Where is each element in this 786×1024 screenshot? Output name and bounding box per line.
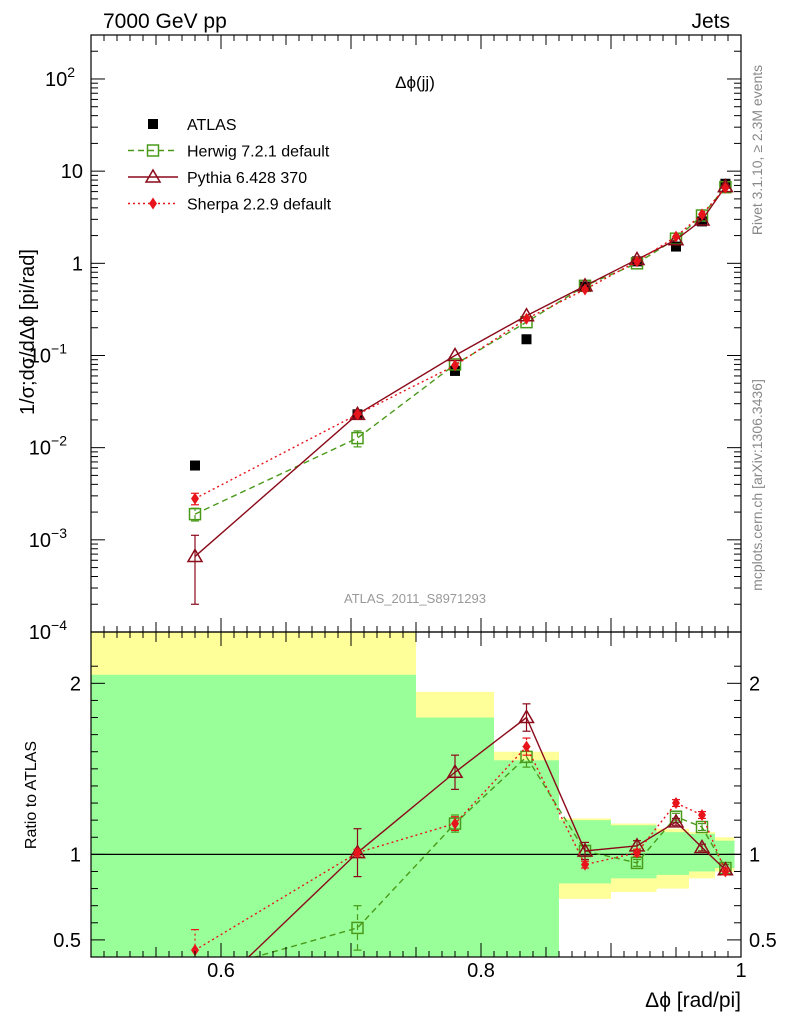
legend-marker xyxy=(148,119,158,129)
main-point-data xyxy=(190,460,200,471)
header-energy-label: 7000 GeV pp xyxy=(103,10,227,33)
ratio-uncertainty-bands xyxy=(91,632,735,957)
rivet-version-label: Rivet 3.1.10, ≥ 2.3M events xyxy=(749,65,765,235)
ratio-point-dotted xyxy=(721,865,730,878)
ratio-point-solid xyxy=(446,763,464,779)
legend-entry-dotted: Sherpa 2.2.9 default xyxy=(128,197,332,214)
y-axis-label-main: 1/σ;dσ/dΔϕ [pi/rad] xyxy=(17,249,39,415)
main-series-dashed xyxy=(188,180,732,522)
legend-marker xyxy=(146,144,160,157)
legend-entry-dashed: Herwig 7.2.1 default xyxy=(128,144,330,161)
main-point-dotted xyxy=(672,230,680,243)
ratio-y-tick-label: 0.5 xyxy=(53,930,81,952)
main-y-tick-label: 10−2 xyxy=(29,433,67,460)
ratio-point-solid xyxy=(576,842,594,857)
source-label: mcplots.cern.ch [arXiv:1306.3436] xyxy=(749,379,765,591)
legend-label: Pythia 6.428 370 xyxy=(187,170,307,187)
ratio-point-dashed xyxy=(190,969,201,980)
main-point-dashed xyxy=(188,507,202,521)
main-point-dotted xyxy=(721,181,730,194)
main-y-tick-label: 1 xyxy=(72,253,83,275)
main-point-dotted xyxy=(698,208,706,221)
main-point-dotted xyxy=(191,492,199,505)
main-point-dashed xyxy=(351,431,364,445)
main-point-dotted xyxy=(522,312,531,325)
main-series-solid xyxy=(186,178,734,605)
ratio-point-dotted xyxy=(522,740,531,753)
main-series-data xyxy=(190,178,731,471)
legend-label: ATLAS xyxy=(187,117,237,134)
ratio-point-dotted xyxy=(191,944,199,957)
ratio-x-tick-label: 0.6 xyxy=(207,960,235,982)
ratio-point-dashed xyxy=(351,921,364,935)
ratio-y-tick-label: 1 xyxy=(70,844,81,866)
ratio-series-solid xyxy=(188,703,734,1013)
main-point-data xyxy=(521,334,532,345)
main-y-tick-label: 102 xyxy=(45,64,75,91)
ratio-x-tick-label: 1 xyxy=(735,960,746,982)
main-point-dotted xyxy=(353,408,362,421)
legend-marker xyxy=(149,197,157,210)
chart-marks xyxy=(91,178,741,1013)
ratio-x-tick-label: 0.8 xyxy=(467,960,495,982)
main-line-solid xyxy=(194,186,726,557)
ratio-y-tick-label-right: 0.5 xyxy=(749,930,777,952)
main-y-tick-label: 10 xyxy=(61,161,83,183)
legend-label: Sherpa 2.2.9 default xyxy=(187,197,332,214)
main-y-tick-label: 10−1 xyxy=(29,340,67,367)
ratio-point-dotted xyxy=(633,846,641,859)
legend-entry-solid: Pythia 6.428 370 xyxy=(128,168,307,187)
main-y-tick-label: 10−4 xyxy=(29,617,67,644)
main-point-dotted xyxy=(633,255,641,268)
ratio-point-solid xyxy=(188,1001,202,1013)
legend-label: Herwig 7.2.1 default xyxy=(187,144,330,161)
x-axis-label: Δϕ [rad/pi] xyxy=(645,989,741,1012)
tick-exponent: −4 xyxy=(51,617,67,633)
inner-band-bin xyxy=(416,717,494,957)
main-line-dashed xyxy=(194,186,726,515)
main-point-dotted xyxy=(581,283,589,296)
main-point-solid xyxy=(186,547,204,563)
inner-band-bin xyxy=(91,674,299,957)
header-process-label: Jets xyxy=(691,10,730,33)
analysis-tag: ATLAS_2011_S8971293 xyxy=(344,591,486,606)
y-axis-label-ratio: Ratio to ATLAS xyxy=(23,741,40,849)
main-point-solid xyxy=(693,211,711,226)
inner-band-bin xyxy=(494,760,559,957)
ratio-point-dotted xyxy=(698,809,706,822)
main-point-dotted xyxy=(451,359,459,372)
tick-exponent: 2 xyxy=(67,64,75,80)
ratio-point-dotted xyxy=(672,797,680,810)
ratio-y-tick-label: 2 xyxy=(70,673,81,695)
main-point-solid xyxy=(667,231,685,246)
legend: ATLAS Herwig 7.2.1 default Pythia 6.428 37… xyxy=(128,117,332,214)
ratio-point-solid xyxy=(667,813,685,828)
ratio-point-solid xyxy=(518,709,535,724)
tick-exponent: −1 xyxy=(51,340,67,356)
tick-exponent: −3 xyxy=(51,525,67,541)
ratio-point-dotted xyxy=(581,858,589,871)
plot-title: Δϕ(jj) xyxy=(395,73,435,92)
main-y-tick-label: 10−3 xyxy=(29,525,67,552)
main-line-dotted xyxy=(194,187,726,500)
main-series-dotted xyxy=(191,181,730,506)
ratio-point-solid xyxy=(693,839,711,854)
tick-exponent: −2 xyxy=(51,433,67,449)
main-point-data xyxy=(671,241,681,252)
inner-band-bin xyxy=(656,832,689,875)
ratio-series-dotted xyxy=(191,737,730,957)
ratio-y-tick-label-right: 1 xyxy=(749,844,760,866)
legend-entry-data: ATLAS xyxy=(148,117,237,134)
legend-marker xyxy=(144,168,162,183)
ratio-point-dotted xyxy=(353,846,362,859)
ratio-y-tick-label-right: 2 xyxy=(749,673,760,695)
ratio-point-dotted xyxy=(451,817,459,830)
